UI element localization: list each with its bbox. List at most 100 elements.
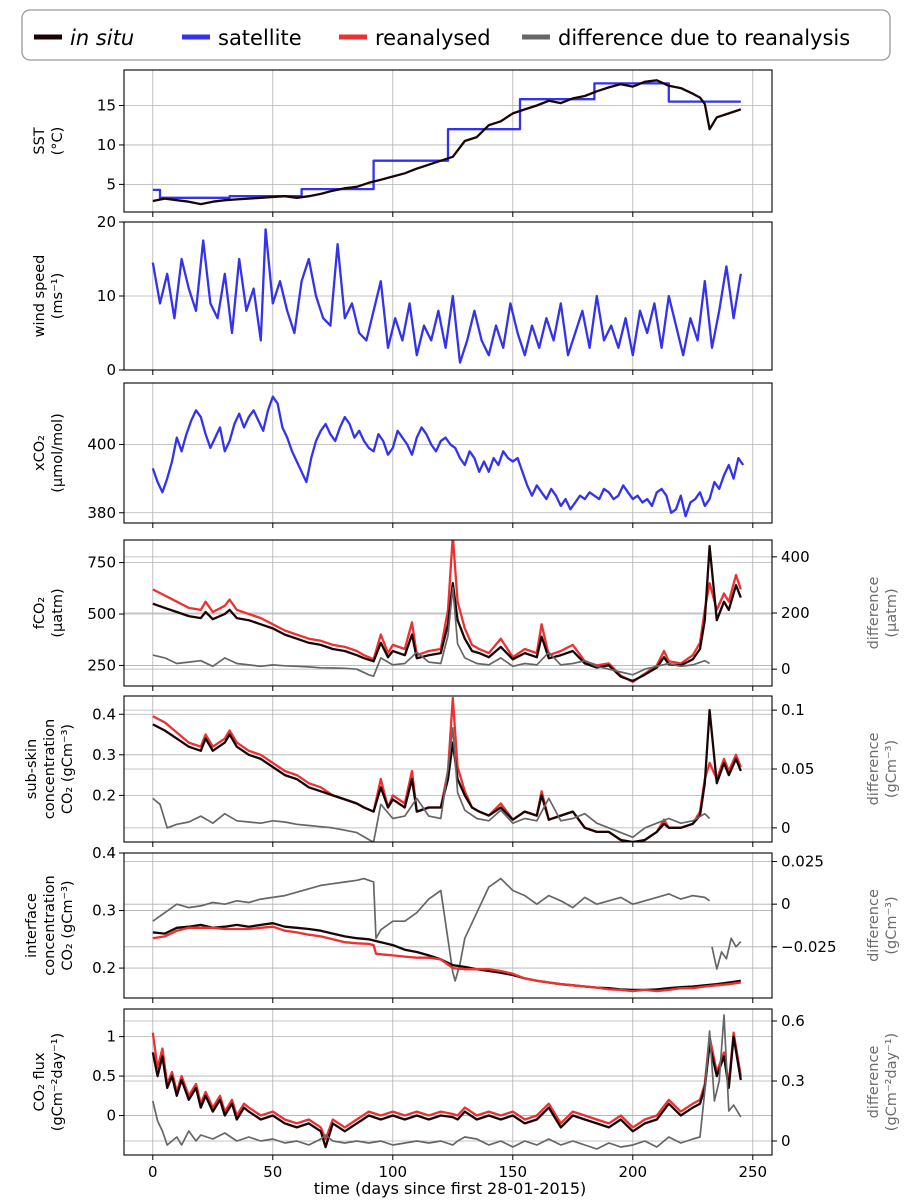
y2-axis-label: difference (gCm⁻²day⁻¹) [866, 1033, 900, 1131]
y-tick-label: 0 [106, 1107, 116, 1125]
y-axis-label: fCO₂ (μatm) [32, 588, 66, 637]
series-line-difference [151, 1014, 742, 1150]
series-group [151, 228, 742, 364]
series-group [152, 79, 742, 206]
panel-subskin: 0.2 0.3 0.4 0 0.05 0.1 sub-skin concentration CO… [24, 695, 900, 847]
y-tick-label: 750 [87, 554, 116, 572]
y2-tick-label: 0.3 [781, 1072, 805, 1090]
plot-frame [123, 1008, 773, 1156]
y-tick-label: 5 [106, 175, 116, 193]
y-axis-label-line: SST [32, 127, 48, 154]
y2-tick-label: 0.025 [781, 853, 824, 871]
series-line-satellite [151, 228, 742, 364]
grid [124, 383, 772, 523]
y-tick-label: 1 [106, 1028, 116, 1046]
series-line-reanalysed [152, 925, 741, 993]
y-axis-label-line: (μmol/mol) [50, 413, 66, 492]
y2-axis-label-line: (gCm⁻²day⁻¹) [884, 1033, 900, 1131]
y-axis-label: xCO₂ (μmol/mol) [32, 413, 66, 492]
series-line-reanalysed [152, 696, 742, 842]
y-ticks: 00.51 [92, 1028, 124, 1125]
series-group [152, 696, 742, 842]
y-axis-label-line: (°C) [50, 127, 66, 156]
x-ticks [152, 523, 754, 528]
series-line-reanalysed [151, 1031, 742, 1141]
y-tick-label: 0 [106, 361, 116, 379]
legend-label: reanalysed [375, 26, 491, 50]
y2-axis-label-line: difference [866, 577, 882, 650]
y2-tick-label: 0 [781, 895, 791, 913]
series-group [151, 395, 745, 518]
plot-frame [123, 852, 773, 999]
legend-entry: reanalysed [339, 26, 491, 50]
series-line-difference [152, 726, 711, 842]
y-axis-label-line: interface [24, 893, 40, 958]
y-tick-label: 250 [87, 656, 116, 674]
y2-tick-label: 200 [781, 604, 810, 622]
series-line-in-situ [151, 1035, 742, 1149]
y-tick-label: 500 [87, 605, 116, 623]
legend-label: difference due to reanalysis [558, 26, 850, 50]
y-ticks: 0 10 20 [97, 213, 124, 379]
y2-ticks: −0.025 0 0.025 [772, 853, 837, 956]
x-ticks [152, 370, 754, 375]
y-tick-label: 10 [97, 287, 116, 305]
series-line-satellite [151, 395, 745, 518]
series-group [152, 877, 742, 993]
y-tick-label: 0.3 [92, 746, 116, 764]
y-axis-label-line: (ms⁻¹) [50, 273, 66, 319]
y2-axis-label: difference (gCm⁻³) [866, 889, 900, 962]
y-axis-label-line: CO₂ flux [32, 1052, 48, 1111]
y-axis-label: sub-skin concentration CO₂ (gCm⁻³) [24, 719, 76, 819]
y-tick-label: 0.2 [92, 786, 116, 804]
y-axis-label-line: (gCm⁻²day⁻¹) [50, 1033, 66, 1131]
panel-sst: 5 10 15 SST (°C) [32, 69, 773, 217]
x-tick-label: 50 [263, 1163, 282, 1181]
legend-label: in situ [70, 26, 134, 50]
y-axis-label: interface concentration CO₂ (gCm⁻³) [24, 875, 76, 975]
y-axis-label-line: CO₂ (gCm⁻³) [60, 880, 76, 970]
x-ticks [152, 686, 754, 691]
y-tick-label: 20 [97, 213, 116, 231]
y2-tick-label: 400 [781, 548, 810, 566]
series-line-in-situ [152, 545, 742, 683]
y-ticks: 5 10 15 [97, 97, 124, 193]
legend-entry: in situ [34, 26, 134, 50]
y-tick-label: 0.3 [92, 902, 116, 920]
grid [124, 852, 772, 998]
x-tick-label: 100 [378, 1163, 407, 1181]
y2-axis-label: difference (μatm) [866, 577, 900, 650]
y-axis-label-line: xCO₂ [32, 435, 48, 471]
panel-interface: 0.2 0.3 0.4 −0.025 0 0.025 interface concentrat… [24, 844, 900, 1003]
y-tick-label: 380 [87, 504, 116, 522]
y-axis-label: CO₂ flux (gCm⁻²day⁻¹) [32, 1033, 66, 1131]
y-tick-label: 0.4 [92, 844, 116, 862]
x-ticks: 0 50 100 150 200 250 [148, 1155, 767, 1181]
y2-tick-label: 0 [781, 660, 791, 678]
plot-frame [123, 69, 773, 213]
series-line-reanalysed [152, 540, 742, 684]
legend-frame [21, 9, 891, 61]
panel-wind: 0 10 20 wind speed (ms⁻¹) [32, 213, 773, 379]
y-ticks: 0.2 0.3 0.4 [92, 844, 124, 977]
y-axis-label-line: sub-skin [24, 739, 40, 799]
x-tick-label: 0 [148, 1163, 158, 1181]
y2-axis-label-line: (μatm) [884, 588, 900, 637]
x-tick-label: 250 [738, 1163, 767, 1181]
series-line-difference [152, 877, 711, 982]
y2-ticks: 0 200 400 [772, 548, 810, 678]
y2-tick-label: 0.6 [781, 1012, 805, 1030]
x-axis-label: time (days since first 28-01-2015) [314, 1179, 587, 1198]
y-axis-label-line: CO₂ (gCm⁻³) [60, 724, 76, 814]
y2-ticks: 0 0.3 0.6 [772, 1012, 805, 1150]
y-tick-label: 400 [87, 435, 116, 453]
y2-axis-label-line: difference [866, 1046, 882, 1119]
series-group [152, 540, 742, 684]
y2-tick-label: 0.1 [781, 701, 805, 719]
y-axis-label-line: concentration [42, 719, 58, 819]
y-axis-label-line: fCO₂ [32, 597, 48, 629]
legend-entry: satellite [182, 26, 302, 50]
